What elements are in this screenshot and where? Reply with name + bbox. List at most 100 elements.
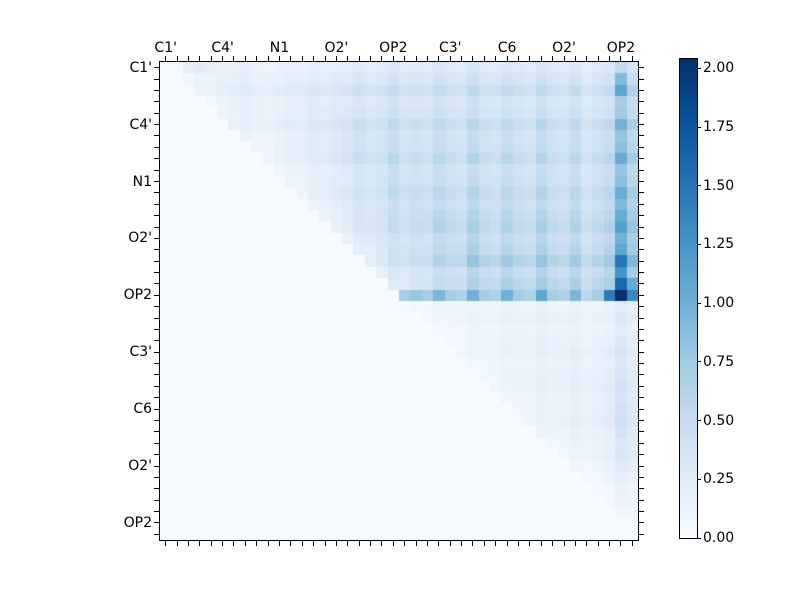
tick-mark: [631, 56, 633, 61]
colorbar-tick-label: 1.75: [703, 119, 735, 136]
tick-mark: [154, 408, 159, 410]
tick-mark: [438, 56, 440, 61]
tick-mark: [381, 56, 383, 61]
tick-mark: [154, 78, 159, 80]
tick-mark: [154, 67, 159, 69]
tick-mark: [222, 56, 224, 61]
tick-mark: [639, 67, 644, 69]
tick-mark: [639, 454, 644, 456]
colorbar-tick-mark: [697, 67, 701, 69]
tick-mark: [210, 56, 212, 61]
tick-mark: [199, 541, 201, 546]
tick-mark: [154, 158, 159, 160]
tick-mark: [301, 56, 303, 61]
tick-mark: [529, 56, 531, 61]
x-tick-label: C4': [211, 40, 234, 56]
y-tick-label: OP2: [123, 514, 152, 531]
tick-mark: [639, 442, 644, 444]
tick-mark: [154, 317, 159, 319]
colorbar-tick-mark: [697, 361, 701, 363]
tick-mark: [154, 397, 159, 399]
tick-mark: [639, 260, 644, 262]
x-tick-label: C3': [438, 40, 462, 56]
tick-mark: [154, 340, 159, 342]
tick-mark: [639, 192, 644, 194]
tick-mark: [461, 541, 463, 546]
tick-mark: [639, 397, 644, 399]
tick-mark: [244, 56, 246, 61]
tick-mark: [639, 420, 644, 421]
y-tick-label: C4': [129, 116, 152, 133]
tick-mark: [639, 112, 644, 114]
tick-mark: [154, 420, 159, 421]
tick-mark: [639, 89, 644, 91]
tick-mark: [483, 541, 485, 546]
tick-mark: [639, 340, 644, 342]
tick-mark: [154, 306, 159, 308]
tick-mark: [154, 283, 159, 285]
colorbar-tick-label: 0.25: [703, 471, 735, 488]
tick-mark: [404, 541, 406, 546]
tick-mark: [620, 56, 622, 61]
colorbar: [679, 58, 698, 539]
tick-mark: [176, 541, 178, 546]
tick-mark: [639, 351, 644, 353]
tick-mark: [154, 465, 159, 467]
tick-mark: [639, 374, 644, 376]
tick-mark: [518, 56, 519, 61]
tick-mark: [540, 541, 542, 546]
colorbar-tick-mark: [697, 243, 701, 245]
heatmap-plot-area: [159, 61, 639, 541]
tick-mark: [154, 488, 159, 490]
tick-mark: [279, 541, 280, 546]
x-tick-label: OP2: [606, 40, 636, 56]
tick-mark: [154, 511, 159, 513]
colorbar-tick-mark: [697, 185, 701, 187]
tick-mark: [154, 499, 159, 501]
tick-mark: [426, 56, 428, 61]
tick-mark: [639, 169, 644, 171]
tick-mark: [472, 541, 474, 546]
colorbar-tick-label: 2.00: [703, 60, 735, 77]
tick-mark: [154, 533, 159, 535]
tick-mark: [210, 541, 212, 546]
tick-mark: [506, 541, 508, 546]
tick-mark: [154, 112, 159, 114]
tick-mark: [244, 541, 246, 546]
tick-mark: [324, 541, 326, 546]
x-tick-label: OP2: [379, 40, 408, 56]
tick-mark: [154, 442, 159, 444]
colorbar-tick-mark: [697, 478, 701, 480]
tick-mark: [552, 541, 554, 546]
tick-mark: [154, 385, 159, 387]
tick-mark: [370, 541, 372, 546]
tick-mark: [639, 203, 644, 205]
tick-mark: [639, 408, 644, 410]
tick-mark: [176, 56, 178, 61]
tick-mark: [154, 89, 159, 91]
tick-mark: [574, 541, 576, 546]
tick-mark: [586, 56, 588, 61]
tick-mark: [639, 465, 644, 467]
tick-mark: [461, 56, 463, 61]
tick-mark: [639, 328, 644, 330]
tick-mark: [154, 272, 159, 274]
y-tick-label: C6: [133, 401, 152, 418]
tick-mark: [154, 203, 159, 205]
tick-mark: [165, 541, 167, 546]
x-tick-label: O2': [552, 40, 576, 56]
tick-mark: [233, 541, 235, 546]
tick-mark: [639, 181, 644, 182]
tick-mark: [639, 78, 644, 80]
tick-mark: [335, 56, 337, 61]
tick-mark: [267, 56, 269, 61]
tick-mark: [290, 56, 292, 61]
tick-mark: [256, 56, 258, 61]
tick-mark: [154, 181, 159, 182]
tick-mark: [347, 541, 349, 546]
tick-mark: [639, 135, 644, 137]
tick-mark: [426, 541, 428, 546]
tick-mark: [358, 541, 360, 546]
tick-mark: [154, 215, 159, 217]
tick-mark: [639, 215, 644, 217]
